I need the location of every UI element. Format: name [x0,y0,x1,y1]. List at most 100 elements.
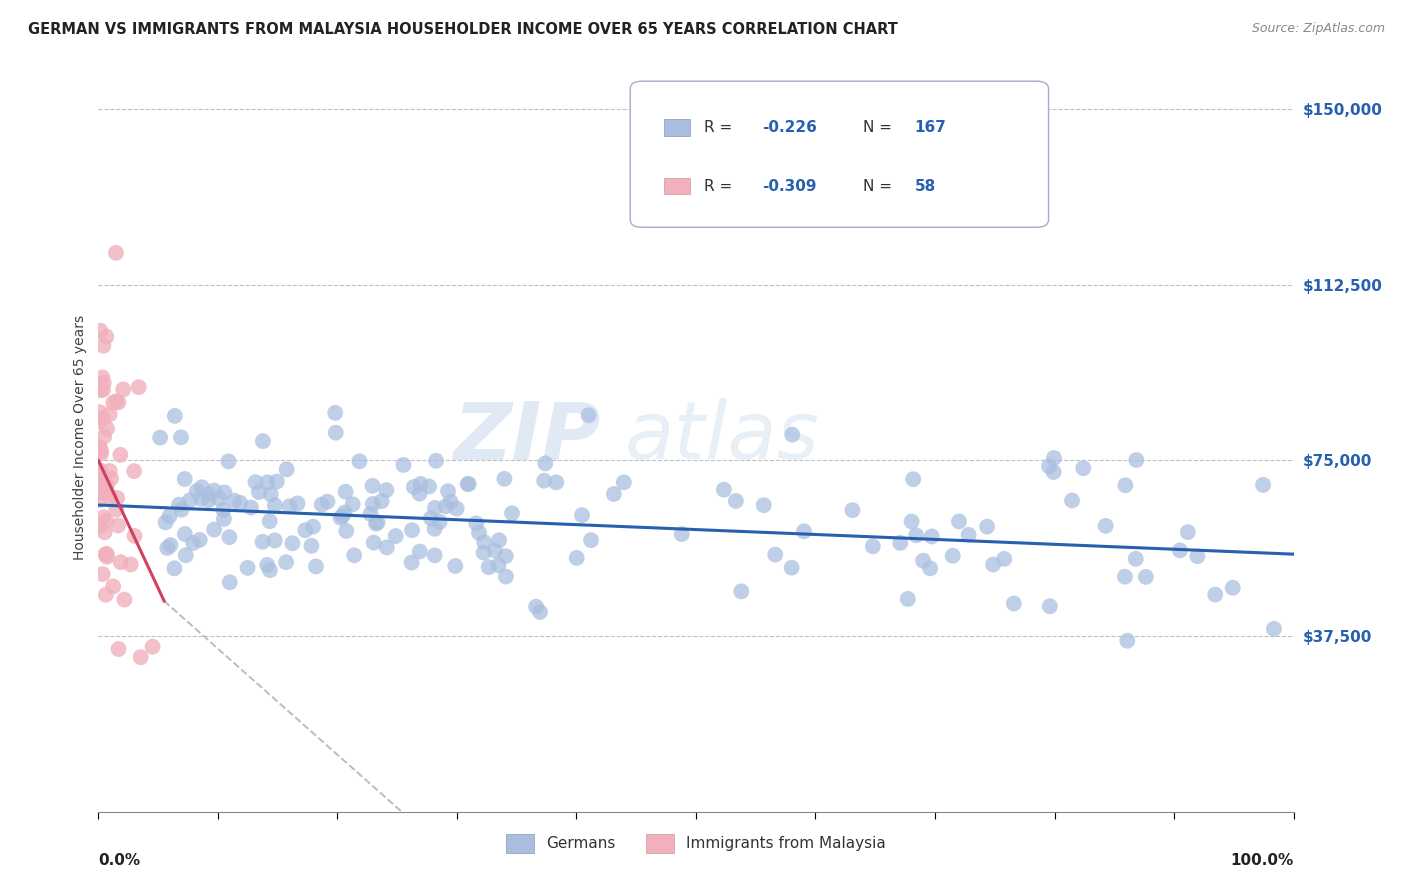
Point [494,472,516,486]
Point [93,510,115,524]
Point [218,575,240,590]
Point [862,539,884,553]
Point [439,494,461,508]
Point [409,544,432,558]
Point [98,408,121,422]
Point [780,560,803,574]
Point [98,489,121,503]
Point [93,339,115,353]
Point [110,448,132,462]
Point [671,527,693,541]
Point [163,409,186,423]
Point [89,405,111,419]
Point [294,523,316,537]
Point [1187,549,1209,564]
Point [325,425,347,440]
Point [170,502,193,516]
Text: atlas: atlas [624,398,820,476]
Point [212,512,235,526]
Point [546,475,568,490]
Point [107,518,129,533]
Point [155,516,177,530]
Point [311,498,333,512]
Point [495,569,517,583]
Point [1114,570,1136,584]
Point [89,440,111,454]
Point [96,329,118,343]
Point [245,475,267,490]
Point [423,549,446,563]
Point [186,483,208,498]
Point [263,499,285,513]
Point [90,446,112,460]
Point [247,485,270,500]
Point [129,650,152,665]
Point [96,479,118,493]
Text: N =: N = [863,120,897,135]
Point [1071,461,1094,475]
Point [409,477,432,491]
Point [429,515,451,529]
Point [256,558,278,572]
Point [263,533,285,548]
Point [90,383,112,397]
Point [159,509,181,524]
Point [363,535,385,549]
Text: R =: R = [704,178,738,194]
Point [167,498,190,512]
Point [488,533,510,548]
Point [752,498,775,512]
Point [174,527,197,541]
Point [889,536,911,550]
Point [217,454,239,468]
Point [423,500,446,515]
Point [361,497,384,511]
Point [384,529,406,543]
Point [96,478,118,492]
Point [93,476,115,491]
Point [91,481,114,495]
Point [107,395,129,409]
Point [1060,493,1083,508]
Point [533,474,555,488]
Point [96,549,118,564]
Point [89,464,111,478]
Point [112,383,135,397]
Point [571,508,593,523]
Point [578,408,600,422]
Point [163,561,186,575]
Point [105,491,128,505]
Point [89,519,111,533]
FancyBboxPatch shape [664,120,690,136]
Point [976,519,998,533]
Point [370,494,392,508]
Point [323,406,346,420]
Point [107,642,129,657]
Point [565,550,588,565]
Point [342,497,364,511]
Point [94,588,117,602]
Point [361,479,384,493]
Point [100,472,122,486]
Point [332,508,354,523]
Point [128,380,150,394]
Point [780,427,803,442]
Text: 167: 167 [915,120,946,135]
Point [302,519,325,533]
Point [360,507,382,521]
Point [921,529,943,543]
Point [408,486,430,500]
Point [724,494,747,508]
Point [1125,551,1147,566]
Point [1038,459,1060,474]
Point [392,458,415,472]
Point [208,491,231,506]
Point [91,411,114,425]
Point [335,524,357,538]
Point [89,324,111,338]
Point [472,545,495,559]
Point [197,493,219,508]
Point [981,558,1004,572]
Point [305,559,328,574]
Point [124,529,146,543]
